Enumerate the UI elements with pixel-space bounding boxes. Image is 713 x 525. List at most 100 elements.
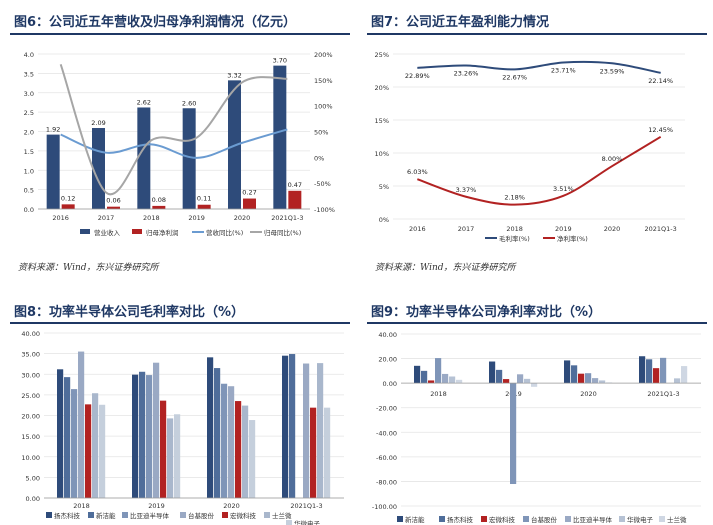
fig6-source: 资料来源：Wind，东兴证券研究所 [18,263,159,273]
legend-swatch [565,516,571,522]
data-label: 12.45% [648,126,673,134]
x-tick-label: 2021Q1-3 [290,502,322,510]
bar-2-s0 [207,357,214,498]
chart-fig9: -100.00 -80.00 -60.00 -40.00 -20.00 0.00 20.00… [372,331,701,524]
bar-2-s0 [132,374,139,498]
y-tick-label-left: 0.0 [24,206,34,214]
legend-label: 营业收入 [94,228,121,237]
bar-2-s3 [303,363,310,498]
bar-3-s2 [503,379,510,384]
bar-2-s4 [85,404,92,498]
x-tick-label: 2016 [409,225,426,233]
legend-swatch [80,229,90,234]
fig9-title: 图9：功率半导体公司净利率对比（%） [371,305,602,320]
y-tick-label: 40.00 [378,331,397,339]
bar-3-s6 [456,379,463,384]
bar-3-s1 [646,359,653,384]
data-label: 0.12 [61,194,75,202]
data-label: 8.00% [602,155,623,163]
y-tick-label: 35.00 [21,351,40,359]
bar-3-s1 [571,365,578,384]
legend-label: 士兰微 [667,515,687,524]
bar-3-s2 [578,373,585,384]
data-label: 22.14% [648,77,673,85]
y-tick-label: 0.00 [383,380,397,388]
legend-label: 新洁能 [405,515,425,524]
bar-2-s2 [71,389,78,498]
y-tick-label: 0% [379,216,389,224]
bar-2-s0 [57,369,64,498]
legend-label: 营收同比(%) [206,228,243,237]
legend-label: 扬杰科技 [54,511,81,520]
legend-swatch [397,516,403,522]
y-tick-label: 10.00 [21,454,40,462]
bar-revenue [273,65,287,209]
bar-2-s4 [310,407,317,498]
data-label: 3.51% [553,185,574,193]
legend-label: 归母净利润 [146,228,179,237]
y-tick-label-left: 2.0 [24,129,34,137]
legend-label: 华微电子 [294,519,321,525]
fig7-source: 资料来源：Wind，东兴证券研究所 [375,263,516,273]
x-tick-label: 2018 [506,225,523,233]
legend-label: 士兰微 [272,511,292,520]
bar-3-s0 [564,360,571,384]
bar-3-s3 [435,358,442,384]
bar-3-s3 [510,383,517,485]
bar-2-s3 [78,351,85,498]
x-tick-label: 2016 [52,214,69,222]
data-label: 2.09 [91,119,105,127]
bar-2-s1 [289,354,296,498]
legend-label: 扬杰科技 [447,515,474,524]
data-label: 0.06 [106,197,120,205]
fig8-title: 图8：功率半导体公司毛利率对比（%） [14,305,245,320]
bar-3-s1 [496,369,503,384]
legend-label: 比亚迪半导体 [573,515,613,524]
x-tick-label: 2017 [458,225,475,233]
line-gross-margin [417,60,661,74]
data-label: 3.70 [273,57,287,65]
data-label: 22.89% [405,72,430,80]
y-tick-label-right: -100% [314,206,335,214]
bar-3-s1 [421,370,428,384]
x-tick-label: 2018 [430,390,447,398]
data-label: 0.47 [288,181,302,189]
y-tick-label: -60.00 [376,454,397,462]
bar-3-s6 [681,366,688,384]
y-tick-label-right: 0% [314,154,324,162]
y-tick-label: 20.00 [378,356,397,364]
legend-swatch [439,516,445,522]
bar-2-s0 [282,355,289,498]
legend-swatch [264,512,270,518]
fig7-title-rule [367,33,707,35]
fig6-title: 图6：公司近五年营收及归母净利润情况（亿元） [14,15,297,30]
data-label: 1.92 [46,126,60,134]
y-tick-label: -40.00 [376,429,397,437]
y-tick-label-left: 2.5 [24,109,34,117]
legend-label: 台基股份 [531,515,558,524]
x-tick-label: 2021Q1-3 [647,390,679,398]
bar-2-s1 [214,368,221,498]
legend-label: 宏微科技 [230,511,257,520]
y-tick-label-left: 0.5 [24,187,34,195]
y-tick-label: 20.00 [21,413,40,421]
legend-swatch [132,229,142,234]
bar-net-profit [197,204,211,209]
bar-3-s4 [517,374,524,384]
bar-revenue [137,107,151,209]
bar-3-s4 [442,373,449,384]
legend-swatch [286,520,292,525]
x-tick-label: 2020 [580,390,597,398]
x-tick-label: 2021Q1-3 [271,214,303,222]
bar-net-profit [152,205,166,209]
fig7-title: 图7：公司近五年盈利能力情况 [371,15,550,30]
y-tick-label-left: 1.5 [24,148,34,156]
legend-label: 归母同比(%) [264,228,301,237]
y-tick-label: 0.00 [26,495,40,503]
y-tick-label: 15% [375,117,389,125]
legend-label: 华微电子 [627,515,654,524]
bar-3-s2 [428,380,435,384]
x-tick-label: 2018 [143,214,160,222]
bar-2-s5 [242,405,249,498]
y-tick-label: 15.00 [21,433,40,441]
